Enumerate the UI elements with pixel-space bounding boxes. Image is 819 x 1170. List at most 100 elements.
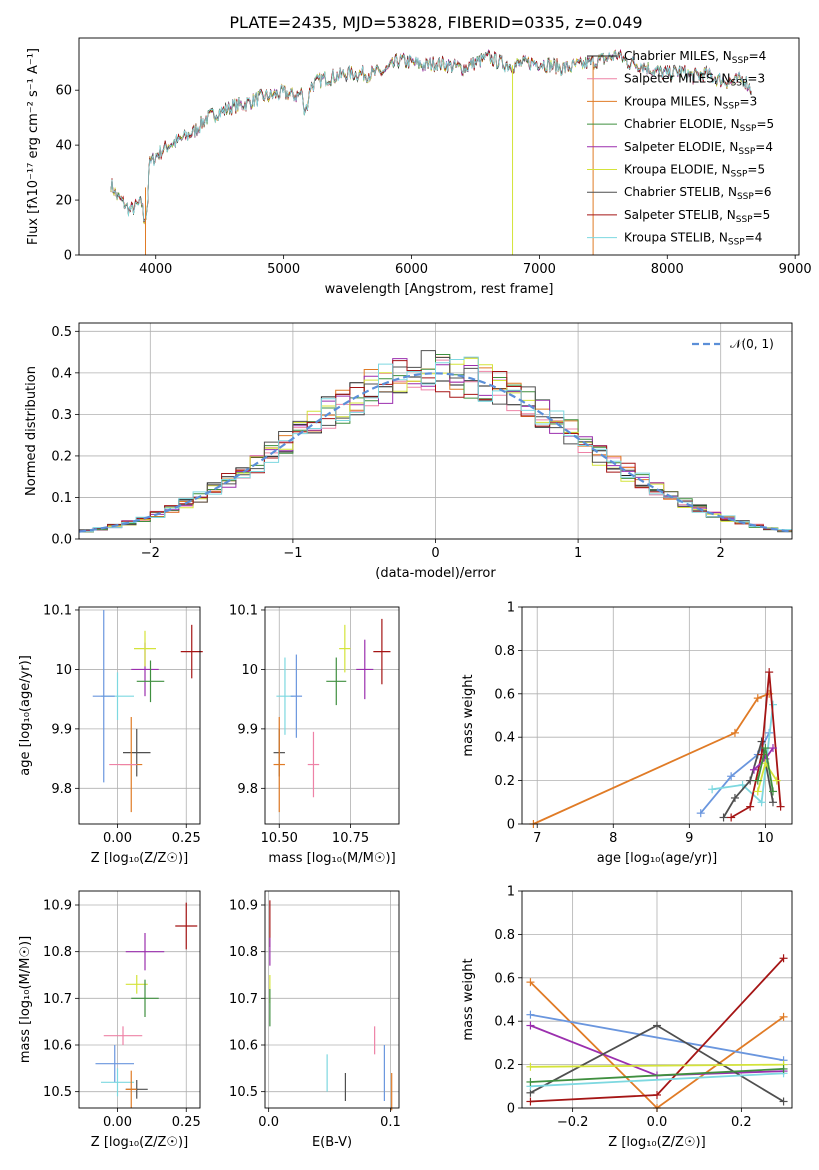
residuals-legend: 𝒩(0, 1) [692,337,774,351]
errorbar-point [131,979,159,1017]
age_vs_Z-grid [79,607,200,824]
mass_weight_vs_age-xlabel: age [log₁₀(age/yr)] [597,851,718,866]
legend-label: Salpeter ELODIE, NSSP=4 [624,140,773,157]
series-marker [653,1021,661,1030]
spectrum-ylabel: Flux [fλ10⁻¹⁷ erg cm⁻² s⁻¹ A⁻¹] [26,48,41,245]
legend-label: Salpeter MILES, NSSP=3 [624,72,765,89]
x-tick-label: 7 [533,831,541,846]
age-vs-Z-panel: 0.00 0.25 9.8 9.9 10 10.1 Z [log₁₀(Z/Z☉)] age [… [18,603,203,866]
errorbar-point [125,933,165,971]
mass-vs-EBV-panel: 0.0 0.1 10.5 10.6 10.7 10.8 10.9 E(B-V) [229,890,401,1150]
series-marker [526,978,535,987]
series-marker [696,809,705,818]
y-tick-label: 0.4 [494,1015,515,1030]
x-tick-label: 0.00 [103,831,132,846]
histogram-chabrier-stelib [79,350,792,533]
legend-label: Kroupa ELODIE, NSSP=5 [624,163,765,180]
errorbar-point [101,1068,134,1097]
x-tick-label: 0.25 [172,831,201,846]
x-tick-label: −2 [141,546,160,561]
y-tick-label: 9.9 [237,722,258,737]
spectrum-legend: Chabrier MILES, NSSP=4 Salpeter MILES, NS… [587,49,774,248]
errorbar-point [103,1026,143,1045]
x-tick-label: 7000 [523,262,556,277]
y-tick-label: 10.9 [43,899,72,914]
series-marker [757,737,766,746]
series-line [711,704,774,805]
age_vs_mass-frame [264,606,400,825]
legend-suffix: =4 [755,140,773,154]
legend-suffix: =5 [747,163,765,177]
errorbar-point [95,1045,134,1083]
errorbar-point [307,731,320,798]
series-marker [776,802,785,811]
series-marker [772,776,781,785]
y-tick-label: 0.1 [51,491,72,506]
mass_vs_EBV-grid [265,891,399,1108]
series-line [530,1063,784,1068]
legend-subscript: SSP [736,215,753,225]
errorbar-point [136,660,165,703]
spectrum-panel: 4000 5000 6000 7000 8000 9000 0 20 40 60 wavelengt… [26,37,812,297]
y-tick-label: 0.8 [494,928,515,943]
series-line [530,1068,784,1083]
series-marker [526,1062,535,1071]
errorbar-point [356,639,374,700]
x-tick-label: 0.0 [647,1115,668,1130]
x-tick-label: 5000 [267,262,300,277]
y-tick-label: 9.8 [237,782,258,797]
series-marker [779,954,788,963]
series-marker [753,776,762,785]
mass_weight_vs_Z-xlabel: Z [log₁₀(Z/Z☉)] [608,1135,705,1150]
legend-suffix: =4 [749,49,767,63]
residuals-ylabel: Normed distribution [24,366,39,496]
series-marker [746,802,755,811]
x-tick-label: 6000 [395,262,428,277]
legend-subscript: SSP [723,101,740,111]
legend-label: 𝒩(0, 1) [730,337,774,351]
series-marker [526,1010,535,1019]
y-tick-label: 9.8 [51,782,72,797]
series-marker [526,1077,535,1086]
age_vs_Z-xlabel: Z [log₁₀(Z/Z☉)] [91,851,188,866]
series-line [530,1072,784,1088]
series-marker [768,744,777,753]
mass-vs-Z-panel: 0.00 0.25 10.5 10.6 10.7 10.8 10.9 Z [log₁₀(Z/Z… [18,890,201,1150]
y-tick-label: 40 [55,139,72,154]
series-marker [779,1097,788,1106]
residuals-xlabel: (data-model)/error [375,566,496,581]
legend-label: Chabrier MILES, NSSP=4 [624,49,766,66]
errorbar-point [290,654,303,738]
y-tick-label: 0.5 [51,325,72,340]
errorbar-point [339,624,351,673]
series-marker [765,668,774,677]
y-tick-label: 0.3 [51,408,72,423]
legend-subscript: SSP [731,79,748,89]
age_vs_Z-ylabel: age [log₁₀(age/yr)] [18,655,33,776]
series-marker [526,1021,535,1030]
series-marker [753,694,762,703]
y-tick-label: 0.6 [494,971,515,986]
x-tick-label: −0.2 [557,1115,589,1130]
y-tick-label: 10.6 [43,1039,72,1054]
x-tick-label: 0.00 [103,1115,132,1130]
errorbar-point [373,618,391,685]
series-marker [746,776,755,785]
legend-subscript: SSP [731,170,748,180]
legend-suffix: =3 [747,72,765,86]
x-tick-label: 0.0 [258,1115,279,1130]
legend-subscript: SSP [738,147,755,157]
residuals-panel: −2 −1 0 1 2 0.0 0.1 0.2 0.3 0.4 0.5 (data-model)/er… [24,322,793,581]
y-tick-label: 0.2 [51,449,72,464]
errorbar-point [273,716,285,813]
y-tick-label: 10.7 [43,992,72,1007]
mass_weight_vs_age-frame [521,606,793,825]
x-tick-label: 0.1 [380,1115,401,1130]
y-tick-label: 10.6 [229,1039,258,1054]
series-line [533,692,770,825]
series-line [530,1013,784,1062]
y-tick-label: 10.8 [229,945,258,960]
legend-suffix: =5 [756,117,774,131]
mass-weight-vs-age-panel: 7 8 9 10 0 0.2 0.4 0.6 0.8 1 age [log₁₀(age/yr)] ma… [461,601,793,866]
